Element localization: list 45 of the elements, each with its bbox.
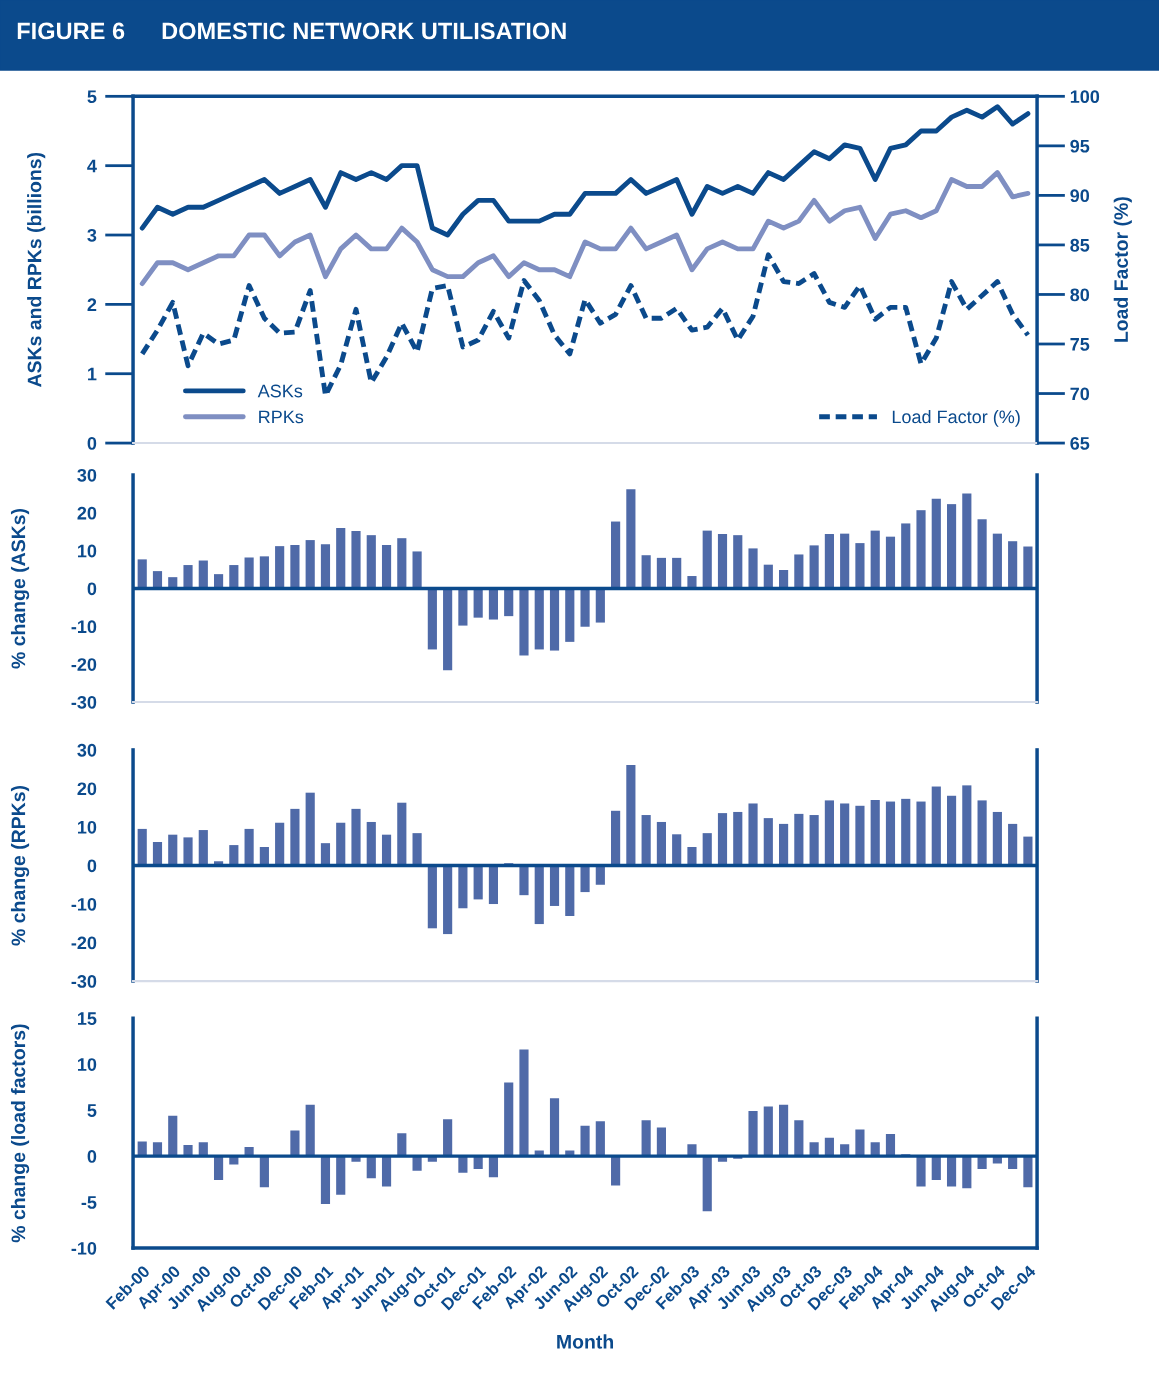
y-tick-label: -30 <box>71 975 97 988</box>
y-tick-label: 30 <box>77 743 97 757</box>
y-axis-title: ASKs and RPKs (billions) <box>27 152 46 387</box>
y-tick-label: -10 <box>71 1241 97 1255</box>
y2-tick-label: 65 <box>1070 437 1090 450</box>
y-tick-label: 2 <box>87 298 97 311</box>
y2-axis-title: Load Factor (%) <box>1113 197 1132 342</box>
x-axis-title: Month <box>557 1334 614 1349</box>
legend-label: ASKs <box>257 384 303 398</box>
legend-label: Load Factor (%) <box>892 409 1020 427</box>
y-tick-label: 0 <box>87 582 97 596</box>
y-axis-title: % change (RPKs) <box>10 785 30 946</box>
y-tick-label: -20 <box>71 658 97 671</box>
y-tick-label: 3 <box>87 228 97 242</box>
y-tick-label: -20 <box>71 936 97 950</box>
y2-tick-label: 100 <box>1070 90 1100 104</box>
y-tick-label: 10 <box>78 820 97 834</box>
y-axis-title: % change (load factors) <box>10 1024 30 1243</box>
legend-label: RPKs <box>259 410 304 424</box>
y-tick-label: 30 <box>77 468 97 482</box>
y2-tick-label: 85 <box>1070 238 1090 252</box>
y-tick-label: -5 <box>81 1196 97 1209</box>
y-tick-label: 20 <box>77 506 97 520</box>
y-tick-label: 10 <box>78 544 97 558</box>
y-tick-label: 0 <box>87 1150 97 1163</box>
y-tick-label: 0 <box>87 437 97 450</box>
y-axis-title: % change (ASKs) <box>10 508 30 669</box>
y2-tick-label: 70 <box>1070 387 1090 401</box>
y2-tick-label: 75 <box>1070 338 1090 351</box>
chart-subtitle: DOMESTIC NETWORK UTILISATION <box>162 22 566 40</box>
y-tick-label: -10 <box>71 620 97 634</box>
y-tick-label: 20 <box>77 782 97 796</box>
y-tick-label: -30 <box>71 695 97 709</box>
y-tick-label: 5 <box>87 90 97 104</box>
y2-tick-label: 95 <box>1070 139 1090 153</box>
chart-title: FIGURE 6 <box>17 22 125 40</box>
y2-tick-label: 80 <box>1070 288 1090 302</box>
y-tick-label: 10 <box>78 1058 97 1071</box>
y-tick-label: 1 <box>88 367 97 381</box>
y2-tick-label: 90 <box>1070 189 1090 203</box>
y-tick-label: -10 <box>71 897 97 911</box>
y-tick-label: 4 <box>87 159 97 173</box>
y-tick-label: 0 <box>87 859 97 873</box>
y-tick-label: 15 <box>78 1012 97 1025</box>
y-tick-label: 5 <box>87 1104 97 1117</box>
